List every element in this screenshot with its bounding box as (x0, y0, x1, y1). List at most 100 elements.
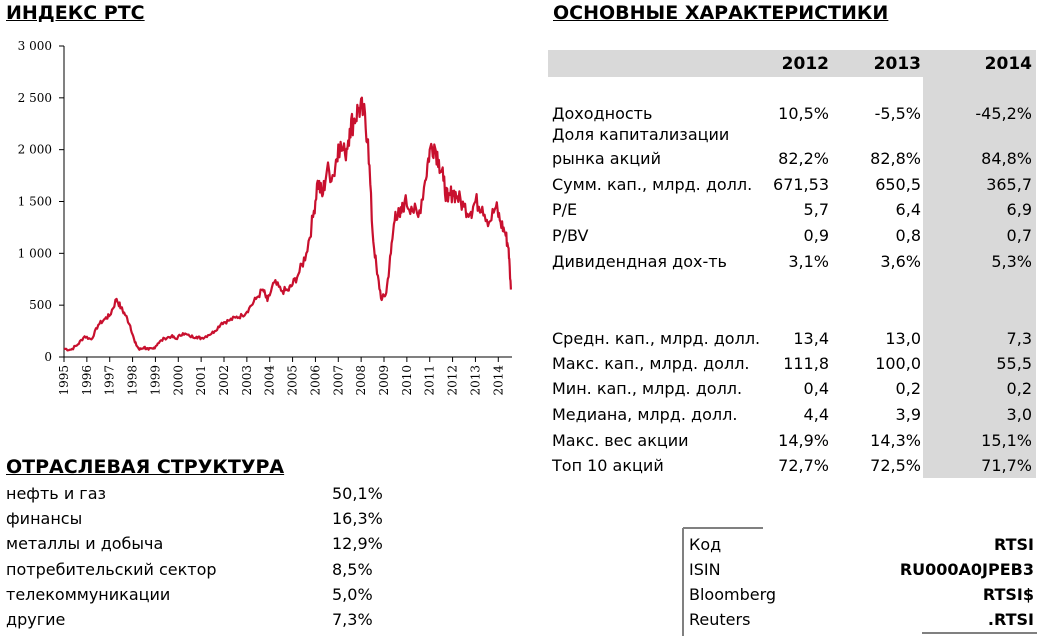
code-value: RTSI$ (982, 585, 1034, 604)
characteristics-table: 2012 2013 2014 Доходность 10,5% -5,5% -4… (548, 50, 1038, 478)
table-row: Доходность 10,5% -5,5% -45,2% (548, 101, 1036, 126)
cell-2013: 14,3% (870, 431, 921, 450)
x-tick-label: 1998 (126, 365, 140, 396)
x-axis: 1995 1996 1997 1998 1999 2000 2001 2002 2003 2004… (57, 356, 512, 396)
cell-2012: 82,2% (778, 149, 829, 168)
sector-name: нефть и газ (6, 484, 107, 503)
row-label: Доходность (552, 104, 653, 123)
cell-2014: 55,5 (996, 354, 1032, 373)
cell-2013: 3,9 (895, 405, 921, 424)
table-row: Макс. кап., млрд. долл. 111,8 100,0 55,5 (548, 351, 1036, 376)
sector-value: 5,0% (332, 585, 373, 604)
x-tick-label: 2005 (286, 365, 300, 396)
year-header: 2013 (873, 54, 921, 74)
table-row: Средн. кап., млрд. долл. 13,4 13,0 7,3 (548, 326, 1036, 351)
cell-2012: 14,9% (778, 431, 829, 450)
table-row: Медиана, млрд. долл. 4,4 3,9 3,0 (548, 402, 1036, 427)
code-row: Reuters .RTSI (683, 607, 1038, 632)
sector-name: финансы (6, 509, 83, 528)
x-tick-label: 2002 (217, 365, 231, 396)
cell-2014: 3,0 (1006, 405, 1032, 424)
cell-2014: 365,7 (986, 175, 1032, 194)
sector-value: 8,5% (332, 560, 373, 579)
cell-2013: 13,0 (885, 329, 921, 348)
table-row: Доля капитализации (548, 122, 1036, 147)
row-label-continued: рынка акций (552, 149, 661, 168)
index-line (63, 96, 512, 352)
table-row: P/BV 0,9 0,8 0,7 (548, 223, 1036, 248)
x-tick-label: 2009 (377, 365, 391, 396)
x-tick-label: 2014 (491, 365, 505, 396)
y-tick-label: 500 (29, 298, 52, 312)
row-label: Медиана, млрд. долл. (552, 405, 738, 424)
table-row: P/E 5,7 6,4 6,9 (548, 197, 1036, 222)
cell-2014: 7,3 (1006, 329, 1032, 348)
sector-row: нефть и газ 50,1% (0, 481, 400, 506)
year-header: 2012 (781, 54, 829, 74)
code-key: Код (689, 535, 722, 554)
cell-2014: -45,2% (975, 104, 1032, 123)
code-row: Код RTSI (683, 532, 1038, 557)
sector-value: 12,9% (332, 534, 383, 553)
x-tick-label: 2010 (400, 365, 414, 396)
sector-row: другие 7,3% (0, 607, 400, 632)
highlight-column-2014 (923, 77, 1036, 478)
row-label: Средн. кап., млрд. долл. (552, 329, 761, 348)
year-header: 2014 (984, 54, 1032, 74)
sector-value: 50,1% (332, 484, 383, 503)
row-label: P/E (552, 200, 578, 219)
cell-2014: 5,3% (991, 252, 1032, 271)
x-tick-label: 2012 (446, 365, 460, 396)
cell-2013: 82,8% (870, 149, 921, 168)
sector-row: металлы и добыча 12,9% (0, 531, 400, 556)
code-key: Reuters (689, 610, 751, 629)
cell-2013: 0,2 (895, 379, 921, 398)
table-header-band (548, 50, 1036, 77)
chart-title: ИНДЕКС РТС (6, 2, 145, 24)
code-key: ISIN (689, 560, 721, 579)
table-row: Дивидендная дох-ть 3,1% 3,6% 5,3% (548, 249, 1036, 274)
row-label: P/BV (552, 226, 589, 245)
row-label: Сумм. кап., млрд. долл. (552, 175, 753, 194)
x-tick-label: 2000 (171, 365, 185, 396)
y-tick-label: 2 000 (18, 143, 52, 157)
x-tick-label: 2013 (468, 365, 482, 396)
sector-row: финансы 16,3% (0, 506, 400, 531)
sector-value: 7,3% (332, 610, 373, 629)
code-row: ISIN RU000A0JPEB3 (683, 557, 1038, 582)
cell-2014: 71,7% (981, 456, 1032, 475)
row-label: Доля капитализации (552, 125, 730, 144)
sector-row: потребительский сектор 8,5% (0, 557, 400, 582)
sector-row: телекоммуникации 5,0% (0, 582, 400, 607)
cell-2012: 671,53 (773, 175, 829, 194)
cell-2013: 72,5% (870, 456, 921, 475)
cell-2012: 10,5% (778, 104, 829, 123)
x-tick-label: 2008 (354, 365, 368, 396)
cell-2013: 3,6% (880, 252, 921, 271)
code-value: RU000A0JPEB3 (899, 560, 1034, 579)
code-row: Bloomberg RTSI$ (683, 582, 1038, 607)
table-row: Сумм. кап., млрд. долл. 671,53 650,5 365… (548, 172, 1036, 197)
x-tick-label: 2004 (263, 365, 277, 396)
sector-name: металлы и добыча (6, 534, 164, 553)
table-row: Макс. вес акции 14,9% 14,3% 15,1% (548, 428, 1036, 453)
series-layer (63, 96, 512, 352)
y-tick-label: 0 (44, 350, 52, 364)
sector-value: 16,3% (332, 509, 383, 528)
row-label: Макс. кап., млрд. долл. (552, 354, 750, 373)
cell-2013: -5,5% (874, 104, 921, 123)
x-tick-label: 1997 (103, 365, 117, 396)
table-row: Топ 10 акций 72,7% 72,5% 71,7% (548, 453, 1036, 478)
y-tick-label: 2 500 (18, 91, 52, 105)
table-row: рынка акций 82,2% 82,8% 84,8% (548, 146, 1036, 171)
sector-name: потребительский сектор (6, 560, 217, 579)
row-label: Мин. кап., млрд. долл. (552, 379, 743, 398)
cell-2014: 84,8% (981, 149, 1032, 168)
y-tick-label: 1 500 (18, 195, 52, 209)
table-row: Мин. кап., млрд. долл. 0,4 0,2 0,2 (548, 376, 1036, 401)
code-key: Bloomberg (689, 585, 777, 604)
x-tick-label: 2001 (194, 365, 208, 396)
x-tick-label: 2006 (308, 365, 322, 396)
x-tick-label: 2007 (331, 365, 345, 396)
